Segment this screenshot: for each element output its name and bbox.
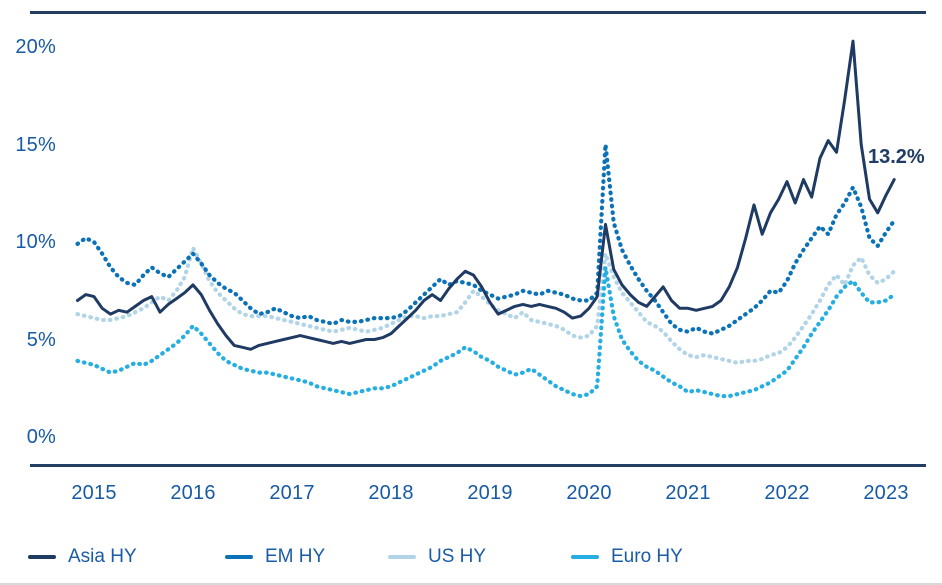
- y-tick-label: 15%: [15, 133, 56, 156]
- x-tick-label: 2015: [71, 482, 117, 504]
- y-tick-label: 20%: [15, 36, 56, 58]
- series-line-euro-hy: [75, 265, 897, 399]
- legend-swatch: [28, 555, 56, 559]
- y-tick-label: 0%: [26, 426, 56, 448]
- bottom-divider: [0, 583, 942, 585]
- legend-item-asia-hy: Asia HY: [28, 546, 137, 568]
- y-tick-label: 10%: [15, 231, 56, 253]
- series-line-asia-hy: [76, 39, 896, 351]
- legend-item-us-hy: US HY: [388, 546, 486, 568]
- series-line-em-hy: [75, 142, 897, 336]
- x-tick-label: 2017: [269, 482, 315, 504]
- x-tick-label: 2020: [566, 482, 612, 504]
- x-tick-label: 2019: [467, 482, 513, 504]
- y-tick-label: 5%: [26, 328, 56, 351]
- legend-label: US HY: [428, 546, 487, 567]
- legend-swatch: [225, 555, 253, 559]
- x-tick-label: 2021: [665, 482, 711, 504]
- x-axis-line: [30, 464, 926, 467]
- legend-swatch: [571, 555, 599, 559]
- top-rule: [30, 11, 926, 14]
- legend-label: EM HY: [265, 546, 326, 567]
- legend-item-em-hy: EM HY: [225, 546, 325, 568]
- x-tick-label: 2018: [368, 482, 414, 504]
- legend-label: Euro HY: [611, 546, 683, 567]
- legend: Asia HY EM HY US HY Euro HY: [0, 546, 942, 570]
- legend-label: Asia HY: [68, 546, 137, 567]
- last-value-annotation: 13.2%: [868, 146, 925, 168]
- x-tick-label: 2022: [764, 482, 810, 504]
- legend-item-euro-hy: Euro HY: [571, 546, 683, 568]
- x-tick-label: 2016: [170, 482, 216, 504]
- legend-swatch: [388, 555, 416, 559]
- x-tick-label: 2023: [863, 482, 909, 504]
